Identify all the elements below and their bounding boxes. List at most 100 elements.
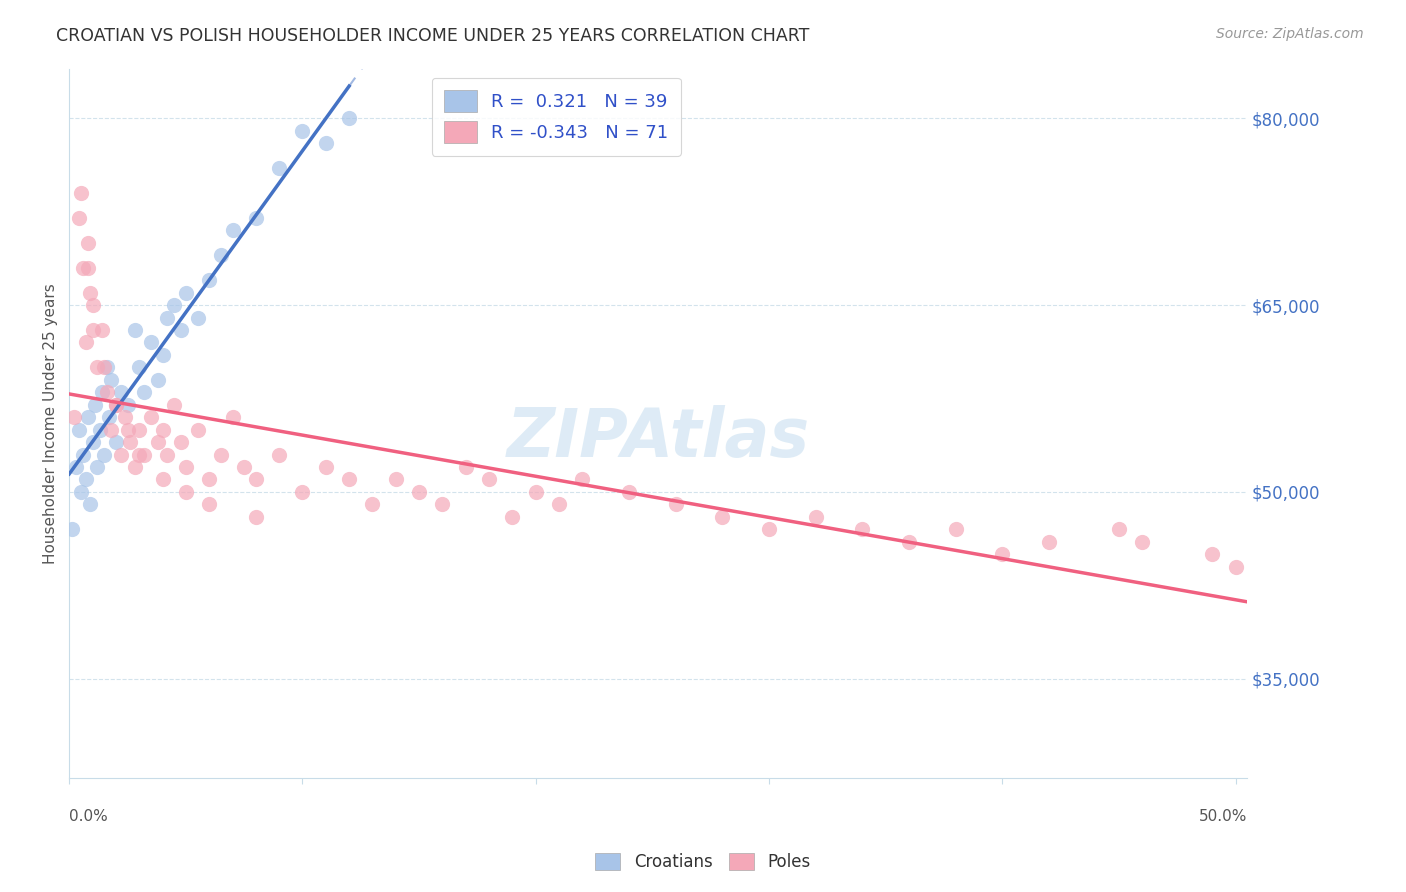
Point (128, 360, 150, 375)
Text: 50.0%: 50.0% (1199, 809, 1247, 824)
Point (337, 112, 360, 126)
Point (152, 348, 174, 362)
Point (198, 473, 221, 487)
Point (90, 323, 112, 337)
Point (758, 522, 780, 536)
Point (221, 410, 243, 425)
Point (75, 335, 97, 350)
Point (209, 248, 232, 262)
Point (174, 460, 197, 475)
Point (132, 385, 155, 400)
Point (96, 385, 118, 400)
Point (77, 235, 100, 250)
Point (139, 410, 162, 425)
Point (898, 534, 921, 549)
Point (128, 448, 150, 462)
Point (186, 310, 208, 325)
Point (571, 473, 593, 487)
Point (77, 410, 100, 425)
Point (198, 273, 221, 287)
Point (432, 497, 454, 511)
Point (82, 435, 104, 450)
Point (501, 509, 523, 524)
Point (991, 547, 1014, 561)
Point (170, 435, 193, 450)
Point (132, 448, 155, 462)
Point (89, 423, 111, 437)
Point (152, 423, 174, 437)
Point (209, 448, 232, 462)
Point (93, 448, 115, 462)
Point (65, 460, 87, 475)
Point (1038, 534, 1060, 549)
Point (86, 360, 108, 375)
Point (711, 509, 734, 524)
Point (186, 423, 208, 437)
Point (72, 260, 94, 275)
Point (174, 484, 197, 499)
Point (291, 124, 314, 138)
Point (269, 448, 291, 462)
Point (104, 398, 127, 412)
Legend: Croatians, Poles: Croatians, Poles (586, 845, 820, 880)
Point (82, 298, 104, 312)
Point (156, 448, 179, 462)
Point (315, 136, 337, 151)
Point (63, 410, 86, 425)
Point (100, 373, 122, 387)
Point (361, 497, 384, 511)
Point (124, 460, 146, 475)
Point (945, 522, 967, 536)
Text: CROATIAN VS POLISH HOUSEHOLDER INCOME UNDER 25 YEARS CORRELATION CHART: CROATIAN VS POLISH HOUSEHOLDER INCOME UN… (56, 27, 810, 45)
Point (110, 385, 132, 400)
Point (291, 484, 314, 499)
Point (269, 161, 291, 176)
Point (67, 423, 90, 437)
Legend: R =  0.321   N = 39, R = -0.343   N = 71: R = 0.321 N = 39, R = -0.343 N = 71 (432, 78, 681, 156)
Point (478, 473, 501, 487)
Point (79, 497, 101, 511)
Point (163, 398, 186, 412)
Point (93, 360, 115, 375)
Point (233, 460, 256, 475)
Point (128, 423, 150, 437)
Point (152, 473, 174, 487)
Point (245, 509, 267, 524)
Point (114, 410, 136, 425)
Point (146, 373, 169, 387)
Point (170, 323, 193, 337)
Point (454, 460, 477, 475)
Text: ZIPAtlas: ZIPAtlas (506, 405, 810, 471)
Text: 0.0%: 0.0% (69, 809, 108, 824)
Point (408, 484, 430, 499)
Point (110, 448, 132, 462)
Point (117, 398, 139, 412)
Point (1108, 522, 1130, 536)
Point (77, 260, 100, 275)
Point (174, 285, 197, 300)
Point (70, 186, 93, 200)
Point (139, 335, 162, 350)
Point (83, 398, 105, 412)
Point (1130, 534, 1153, 549)
Point (804, 509, 827, 524)
Point (851, 522, 873, 536)
Point (67, 211, 90, 225)
Point (70, 484, 93, 499)
Point (72, 448, 94, 462)
Y-axis label: Householder Income Under 25 years: Householder Income Under 25 years (44, 283, 58, 564)
Point (104, 398, 127, 412)
Point (90, 385, 112, 400)
Point (82, 323, 104, 337)
Point (198, 497, 221, 511)
Point (163, 298, 186, 312)
Point (221, 223, 243, 237)
Point (617, 484, 640, 499)
Point (337, 473, 360, 487)
Point (79, 285, 101, 300)
Point (1201, 547, 1223, 561)
Point (97, 410, 120, 425)
Text: Source: ZipAtlas.com: Source: ZipAtlas.com (1216, 27, 1364, 41)
Point (60, 522, 83, 536)
Point (1225, 559, 1247, 574)
